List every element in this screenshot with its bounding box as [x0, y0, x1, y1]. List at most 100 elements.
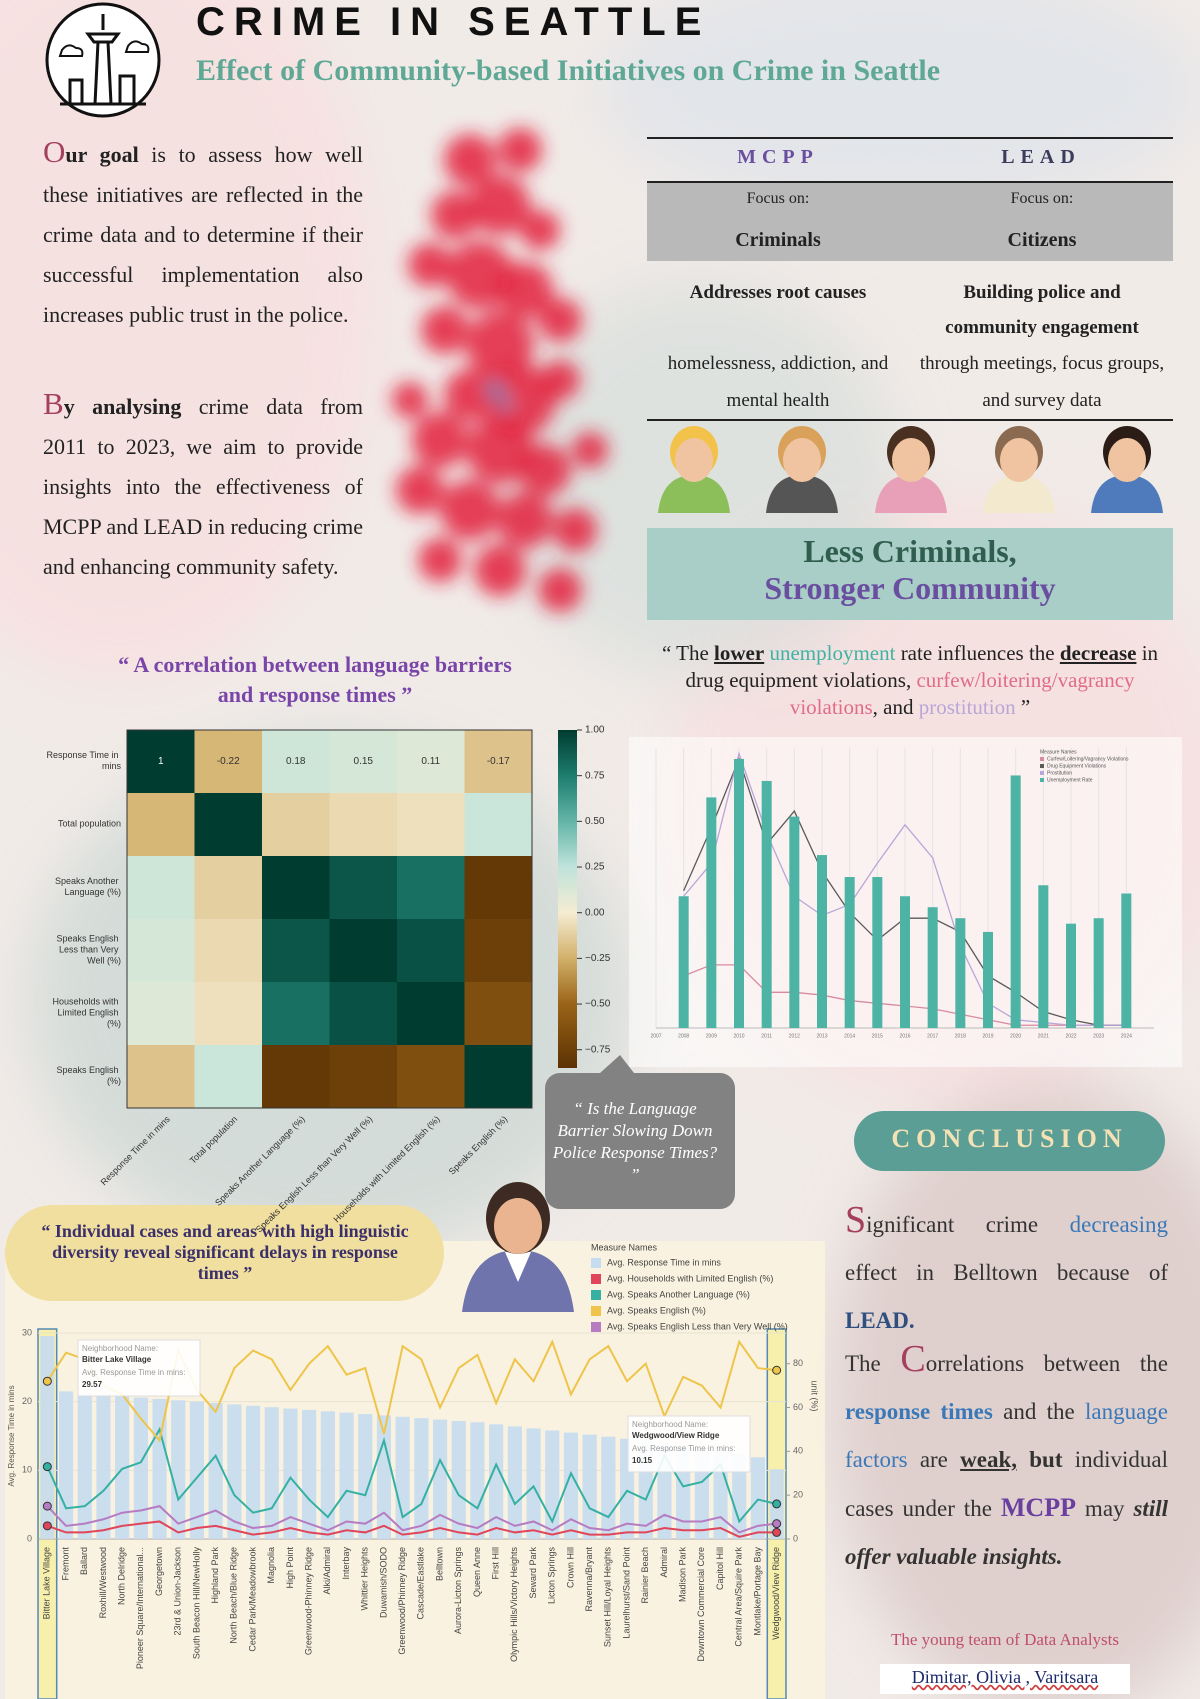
- legend-label: Avg. Speaks English Less than Very Well …: [607, 1321, 788, 1331]
- heat-blob: [497, 262, 553, 318]
- banner-line: Stronger Community: [764, 570, 1056, 606]
- point: [42, 1521, 52, 1531]
- highlight: curfew/loitering/vagrancy violations: [789, 668, 1135, 719]
- x-tick-label: Ballard: [79, 1547, 89, 1575]
- heatmap-cell: [127, 1045, 195, 1108]
- text: ”: [1015, 695, 1031, 719]
- bar: [872, 877, 883, 1028]
- heatmap-cell: [194, 793, 262, 856]
- x-tick-label: 23rd & Union-Jackson: [173, 1547, 183, 1636]
- colorbar-label: −0.25: [585, 953, 611, 964]
- heatmap-cell: [262, 1045, 330, 1108]
- bar: [115, 1396, 130, 1539]
- heatmap-cell: [397, 856, 465, 919]
- heatmap-cell: [262, 856, 330, 919]
- x-tick-label: 2018: [955, 1033, 966, 1039]
- x-tick-label: Greenwood/Phinney Ridge: [397, 1547, 407, 1655]
- highlight: language factors: [845, 1399, 1168, 1472]
- point: [772, 1499, 782, 1509]
- tooltip-name: Bitter Lake Village: [82, 1355, 152, 1364]
- heatmap-cell: [397, 1045, 465, 1108]
- heatmap-cell: [464, 919, 532, 982]
- colorbar-label: 0.00: [585, 907, 605, 918]
- avatar-body: [658, 475, 730, 513]
- heatmap-cell: [262, 919, 330, 982]
- cell-value: 0.15: [354, 756, 374, 767]
- x-tick-label: 2013: [816, 1033, 827, 1039]
- bar: [526, 1428, 541, 1539]
- emphasis: ur goal: [65, 142, 139, 167]
- point: [772, 1527, 782, 1537]
- heatmap-cell: [464, 982, 532, 1045]
- heat-blob: [444, 134, 496, 186]
- legend-label: Unemployment Rate: [1047, 777, 1093, 783]
- heatmap-cell: [329, 1045, 397, 1108]
- program-table-rules: [647, 137, 1173, 421]
- program-heading: Addresses root causes: [689, 282, 867, 303]
- legend-label: Avg. Households with Limited English (%): [607, 1273, 773, 1283]
- y2-tick-label: 20: [793, 1490, 803, 1500]
- label-line: (%): [107, 1019, 121, 1029]
- program-name: LEAD: [1001, 146, 1081, 168]
- row-label: Response Time in mins: [46, 750, 121, 771]
- bar: [983, 931, 993, 1028]
- y2-tick-label: 40: [793, 1446, 803, 1456]
- logo-needle: [60, 14, 146, 106]
- heatmap-cell: [397, 919, 465, 982]
- x-tick-label: Georgetown: [154, 1547, 164, 1596]
- heatmap-cell: [127, 982, 195, 1045]
- legend-swatch: [1040, 757, 1044, 761]
- cases-quote: “ Individual cases and areas with high l…: [41, 1221, 409, 1283]
- legend-swatch: [591, 1306, 601, 1316]
- drop-letter: B: [43, 386, 64, 421]
- emphasis: still offer valuable insights.: [845, 1496, 1168, 1569]
- bar: [678, 896, 689, 1028]
- legend-swatch: [591, 1290, 601, 1300]
- bar: [40, 1335, 55, 1539]
- row-label: Speaks English (%): [56, 1065, 121, 1086]
- x-tick-label: Queen Anne: [472, 1547, 482, 1597]
- tooltip-metric: Avg. Response Time in mins:: [82, 1368, 185, 1377]
- banner-line: Less Criminals,: [803, 533, 1017, 569]
- program-detail: through meetings, focus groups, and surv…: [919, 353, 1165, 411]
- cell-value: -0.22: [217, 756, 240, 767]
- blob: [0, 0, 380, 680]
- x-tick-label: 2011: [761, 1033, 772, 1039]
- x-tick-label: Cedar Park/Meadowbrook: [247, 1547, 257, 1652]
- heat-blob: [540, 360, 580, 400]
- avatar-face: [675, 438, 713, 482]
- legend-swatch: [591, 1258, 601, 1268]
- avatar-body: [766, 475, 838, 513]
- legend-label: Drug Equipment Violations: [1047, 763, 1107, 769]
- bar: [96, 1394, 111, 1539]
- y-tick-label: 20: [22, 1396, 32, 1406]
- drop-letter: C: [900, 1338, 926, 1380]
- bar: [1093, 918, 1104, 1028]
- program-detail: homelessness, addiction, and mental heal…: [667, 353, 889, 411]
- subtitle: Effect of Community-based Initiatives on…: [196, 54, 941, 87]
- heat-blob: [421, 306, 469, 354]
- legend-title: Measure Names: [1040, 749, 1077, 755]
- bar: [750, 1457, 766, 1539]
- conclusion-p2: The Correlations between the response ti…: [845, 1335, 1168, 1581]
- bar: [470, 1422, 485, 1539]
- legend-title: Measure Names: [591, 1242, 658, 1252]
- x-tick-label: 2010: [733, 1033, 744, 1039]
- x-tick-label: Montlake/Portage Bay: [752, 1547, 762, 1636]
- y-tick-label: 30: [22, 1327, 32, 1337]
- heatmap-cell: [329, 793, 397, 856]
- row-label: Speaks Another Language (%): [55, 876, 121, 897]
- heat-blob: [408, 243, 452, 287]
- bar: [320, 1411, 335, 1539]
- heatmap-cell: [262, 982, 330, 1045]
- text: The: [845, 1351, 901, 1376]
- legend-label: Curfew/Loitering/Vagrancy Violations: [1047, 756, 1129, 762]
- avatar-face: [1108, 438, 1146, 482]
- x-tick-label: South Beacon Hill/NewHolly: [191, 1547, 201, 1660]
- x-tick-label: Duwamish/SODO: [378, 1547, 388, 1618]
- focus-label: Focus on:: [1010, 190, 1074, 207]
- x-tick-label: Interbay: [341, 1547, 351, 1580]
- emphasis: weak,: [960, 1447, 1017, 1472]
- colorbar-label: 0.50: [585, 816, 605, 827]
